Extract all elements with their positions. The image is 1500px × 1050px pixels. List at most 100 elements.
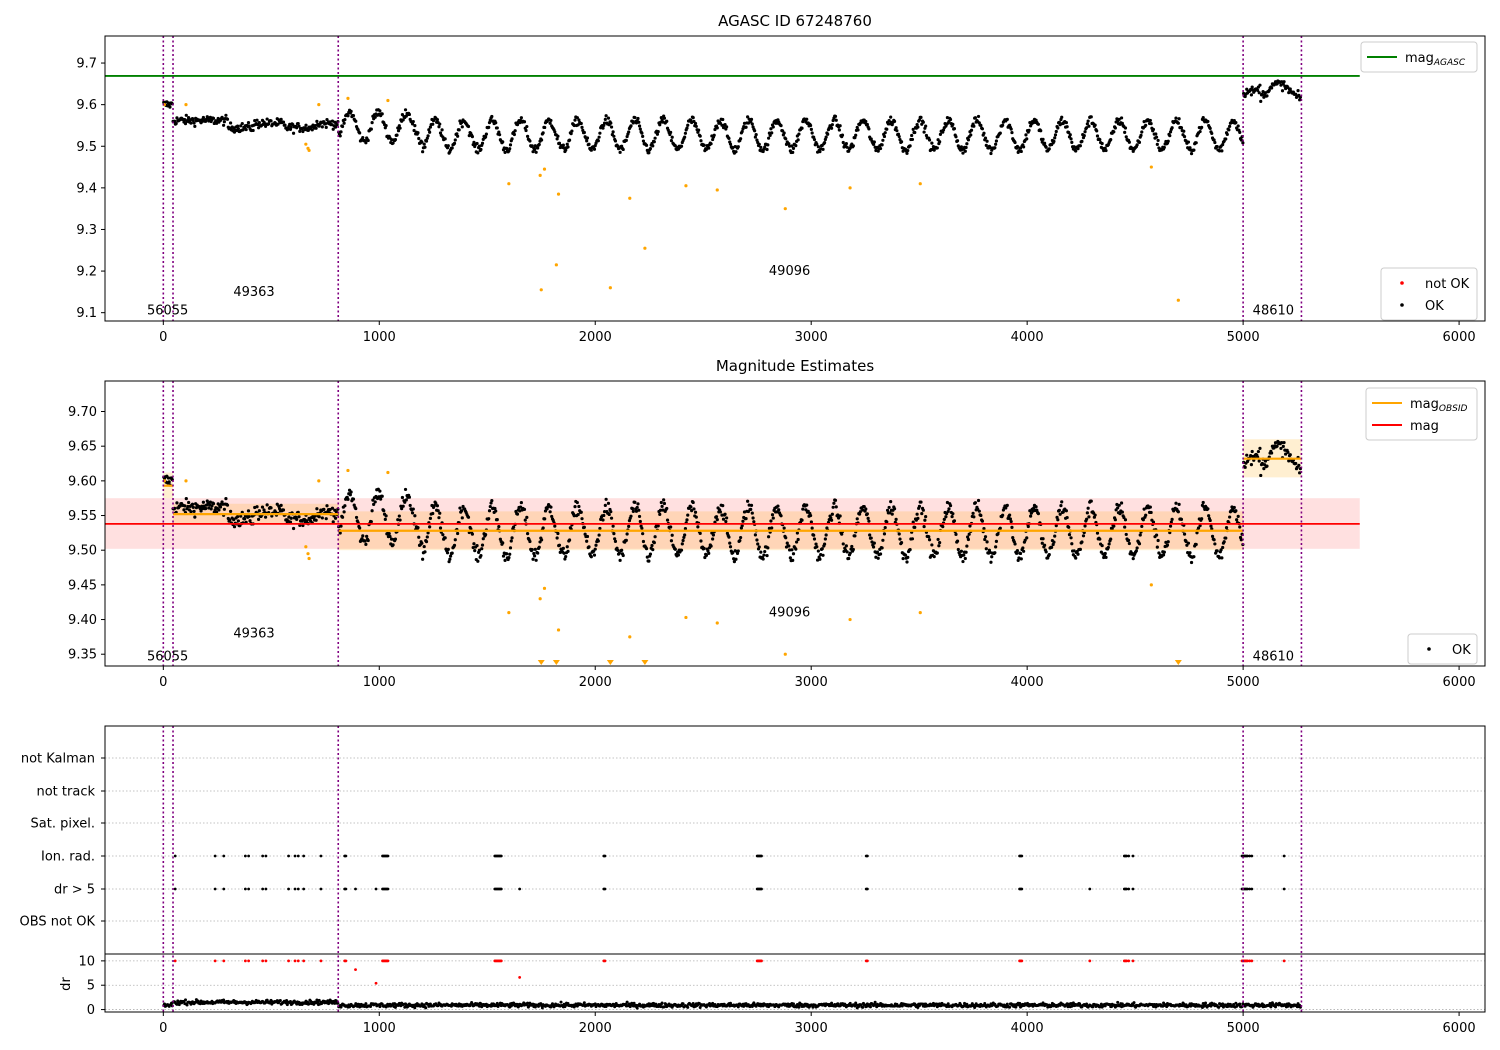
ok-point — [776, 504, 780, 508]
ok-point — [724, 519, 728, 524]
flag-point — [293, 854, 297, 858]
ok-point — [636, 502, 640, 506]
ok-point — [917, 118, 922, 122]
excluded-point — [539, 288, 543, 292]
ok-point — [913, 525, 917, 529]
ok-point — [662, 498, 666, 502]
chart-title: Magnitude Estimates — [716, 357, 874, 375]
ok-point — [443, 137, 447, 141]
ok-point — [507, 556, 511, 560]
ok-point — [215, 510, 219, 514]
ok-point — [477, 548, 481, 552]
flag-point — [302, 854, 306, 858]
ok-point — [652, 541, 656, 545]
dr-ok-point — [686, 1005, 690, 1009]
ok-point — [662, 116, 667, 120]
ok-point — [1044, 145, 1048, 149]
ok-point — [1054, 129, 1058, 134]
axes-frame — [104, 725, 1486, 1013]
ok-point — [1022, 549, 1026, 553]
ok-point — [936, 537, 940, 542]
ok-point — [1085, 122, 1089, 126]
ok-point — [609, 510, 613, 514]
ok-point — [434, 501, 438, 506]
ok-point — [399, 504, 403, 508]
ok-point — [400, 495, 405, 500]
ok-point — [1080, 540, 1084, 544]
ok-point — [314, 126, 318, 130]
ok-point — [589, 148, 593, 152]
excluded-point — [538, 173, 542, 177]
ok-point — [951, 122, 955, 126]
excluded-point — [346, 96, 350, 101]
ok-point — [881, 538, 885, 542]
ok-point — [633, 500, 637, 504]
ok-point — [532, 554, 537, 558]
dr-ok-point — [1132, 1001, 1136, 1005]
ok-point — [338, 134, 342, 138]
ok-point — [637, 124, 642, 128]
ok-point — [972, 124, 976, 128]
x-tick-label: 0 — [159, 330, 167, 345]
ok-point — [1047, 552, 1051, 557]
ok-point — [424, 139, 429, 143]
ok-point — [712, 133, 716, 137]
ok-point — [366, 538, 370, 543]
ok-point — [411, 507, 415, 511]
ok-point — [601, 126, 605, 130]
ok-point — [304, 123, 308, 127]
ok-point — [966, 138, 971, 142]
ok-point — [420, 541, 424, 545]
ok-point — [587, 142, 591, 146]
ok-point — [1124, 135, 1128, 139]
ok-point — [364, 542, 368, 546]
ok-point — [1220, 149, 1224, 153]
ok-point — [794, 547, 798, 551]
flag-point — [1250, 887, 1254, 891]
ok-point — [808, 513, 813, 518]
ok-point — [236, 127, 240, 131]
excluded-point — [542, 586, 547, 590]
ok-point — [1053, 534, 1057, 538]
ok-point — [458, 506, 462, 510]
ok-point — [659, 500, 663, 505]
ok-point — [512, 525, 516, 529]
ok-point — [728, 142, 733, 146]
ok-point — [1051, 542, 1055, 547]
ok-point — [906, 555, 910, 559]
ok-point — [479, 553, 483, 558]
ok-point — [515, 123, 520, 127]
ok-point — [476, 559, 480, 563]
ok-point — [1182, 532, 1187, 536]
ok-point — [1087, 515, 1091, 519]
ok-point — [815, 142, 819, 146]
ok-point — [1208, 518, 1212, 523]
ok-point — [1239, 138, 1243, 142]
ok-point — [887, 505, 891, 510]
ok-point — [1041, 137, 1045, 141]
ok-point — [796, 138, 800, 142]
dr-not-ok-point — [213, 959, 217, 963]
ok-point — [543, 125, 547, 130]
ok-point — [1196, 526, 1201, 530]
ok-point — [1083, 130, 1087, 134]
ok-point — [905, 560, 909, 564]
ok-point — [1103, 551, 1107, 556]
ok-point — [718, 510, 723, 514]
ok-point — [1084, 517, 1089, 521]
ok-point — [757, 142, 761, 146]
dr-ok-point — [1238, 1002, 1242, 1006]
ok-point — [370, 509, 374, 513]
ok-point — [557, 141, 562, 145]
x-tick-label: 6000 — [1443, 1021, 1476, 1036]
flag-point — [173, 854, 177, 858]
dr-ok-point — [540, 1006, 544, 1010]
dr-ok-point — [364, 1002, 368, 1006]
ok-point — [1177, 502, 1181, 506]
ok-point — [876, 556, 880, 560]
flag-row-label: Sat. pixel. — [31, 817, 95, 832]
ok-point — [1113, 518, 1117, 522]
ok-point — [536, 551, 540, 555]
ok-point — [1228, 124, 1232, 128]
ok-point — [967, 532, 971, 536]
